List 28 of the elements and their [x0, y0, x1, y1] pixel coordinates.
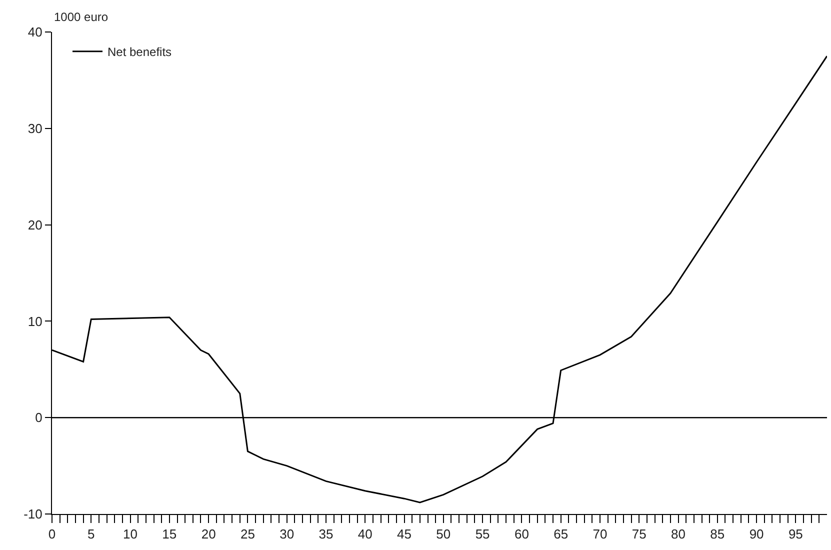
y-tick-label: 0 — [35, 410, 42, 426]
x-tick-label: 90 — [749, 526, 764, 542]
legend-label: Net benefits — [108, 45, 172, 59]
x-tick-label: 75 — [632, 526, 646, 542]
x-tick-label: 25 — [240, 526, 255, 542]
x-tick-label: 95 — [788, 526, 803, 542]
x-tick-label: 60 — [514, 526, 529, 542]
x-tick-label: 5 — [88, 526, 95, 542]
x-tick-label: 30 — [280, 526, 294, 542]
y-tick-label: 20 — [28, 217, 42, 232]
x-tick-label: 45 — [397, 526, 412, 542]
x-tick-label: 10 — [123, 526, 138, 542]
x-tick-label: 20 — [201, 526, 216, 542]
y-tick-label: 40 — [28, 24, 42, 40]
x-tick-label: 15 — [162, 526, 177, 542]
x-tick-label: 70 — [592, 526, 608, 542]
y-tick-label: 30 — [28, 120, 42, 136]
x-tick-label: 55 — [475, 526, 490, 542]
x-tick-label: 50 — [436, 526, 451, 542]
x-tick-label: 40 — [358, 526, 372, 542]
y-axis-title: 1000 euro — [54, 10, 108, 24]
x-tick-label: 0 — [48, 526, 56, 542]
x-tick-label: 85 — [710, 526, 725, 542]
y-tick-label: 10 — [28, 314, 42, 329]
y-tick-label: -10 — [24, 506, 42, 522]
x-tick-label: 80 — [671, 526, 686, 542]
x-tick-label: 65 — [554, 526, 568, 542]
x-tick-label: 35 — [318, 526, 334, 542]
